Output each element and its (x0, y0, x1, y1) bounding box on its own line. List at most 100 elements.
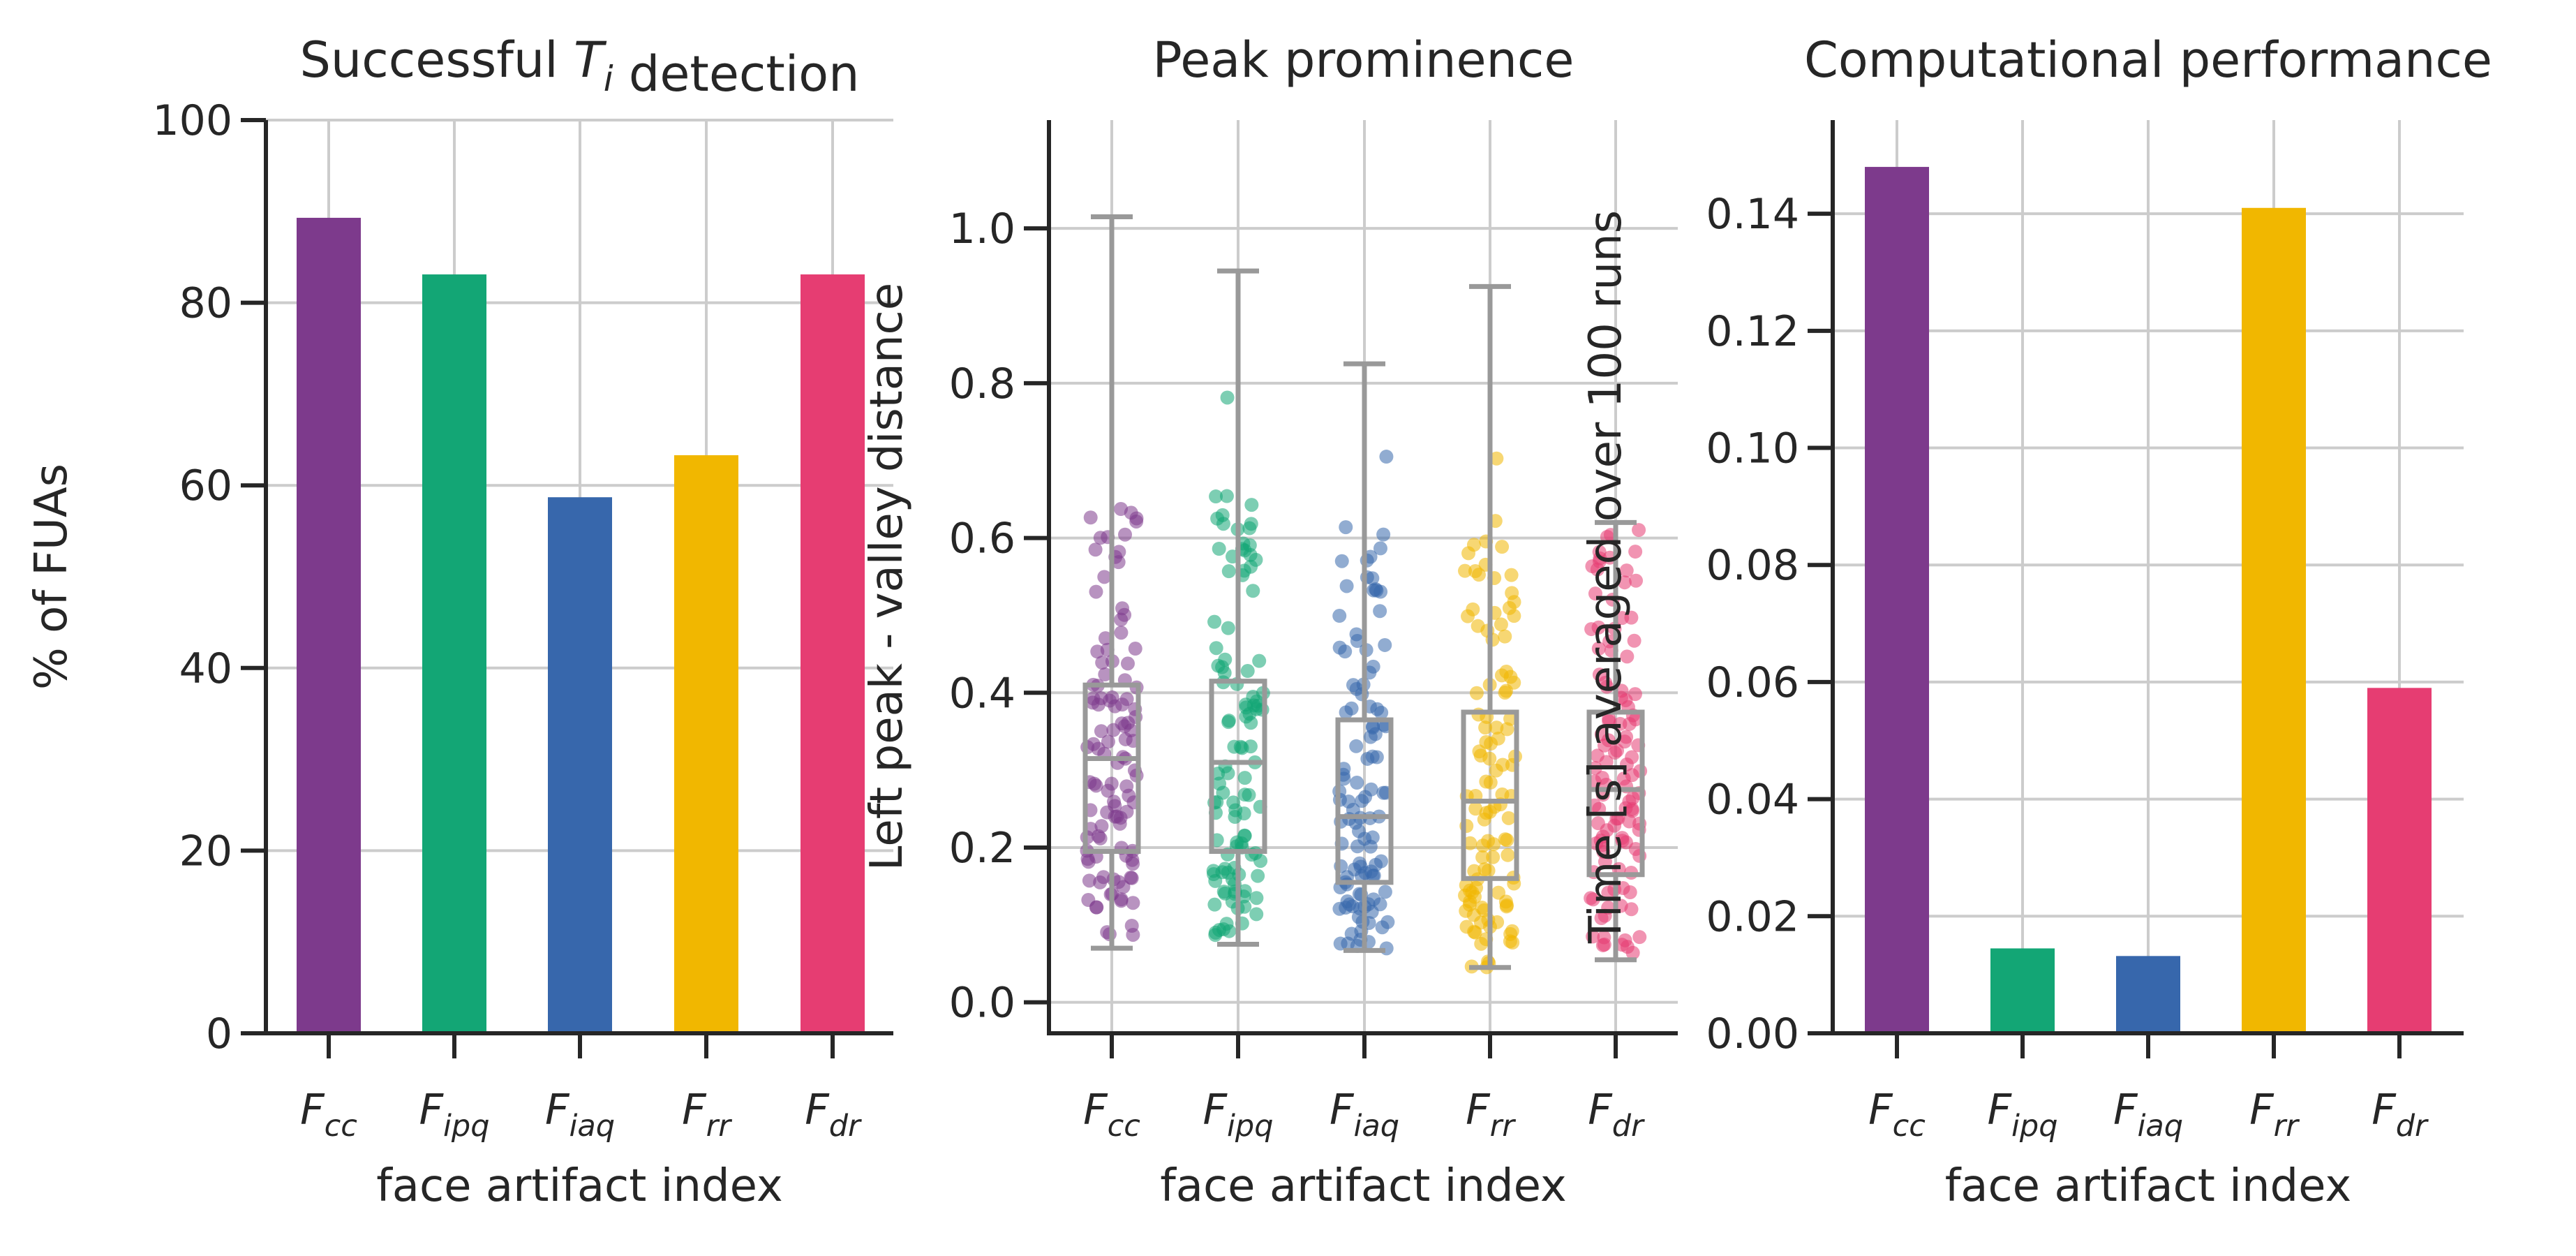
y-tick-label: 80 (179, 279, 232, 328)
strip-point (1588, 586, 1602, 601)
strip-point (1237, 563, 1251, 578)
strip-point (1458, 563, 1473, 578)
strip-point (1349, 627, 1364, 642)
strip-point (1216, 885, 1231, 899)
strip-point (1365, 571, 1380, 586)
strip-point (1346, 899, 1360, 914)
strip-point (1499, 664, 1514, 679)
x-tick-label: Fipq (419, 1086, 489, 1144)
x-tick-label: Frr (1466, 1086, 1516, 1144)
bar-f-iaq (2116, 956, 2180, 1033)
strip-point (1083, 510, 1098, 525)
strip-point (1339, 520, 1353, 535)
strip-point (1479, 806, 1494, 820)
strip-point (1237, 771, 1252, 785)
strip-point (1346, 678, 1360, 693)
y-tick-label: 0.14 (1706, 190, 1799, 239)
strip-point (1210, 511, 1225, 526)
strip-point (1090, 644, 1105, 659)
y-tick-label: 0.0 (949, 979, 1015, 1028)
strip-point (1462, 897, 1477, 912)
bar-f-rr (674, 455, 738, 1033)
strip-point (1379, 450, 1394, 464)
strip-point (1339, 579, 1354, 593)
strip-point (1484, 737, 1498, 751)
strip-point (1240, 664, 1255, 679)
strip-point (1239, 697, 1253, 712)
strip-point (1366, 869, 1380, 883)
strip-point (1124, 918, 1139, 933)
chart-title: Computational performance (1804, 31, 2492, 89)
x-tick-label: Fcc (300, 1086, 357, 1144)
strip-point (1611, 811, 1625, 826)
x-tick-label: Frr (682, 1086, 732, 1144)
x-tick-label: Fiaq (1330, 1086, 1399, 1144)
detection-panel: 0 20 40 60 80 100 Fcc Fipq Fiaq Frr Fdr Successful … (26, 31, 893, 1212)
strip-point (1118, 732, 1133, 746)
strip-point (1380, 915, 1395, 929)
strip-point (1226, 795, 1241, 810)
strip-point (1459, 878, 1473, 892)
strip-point (1591, 816, 1605, 831)
strip-point (1234, 836, 1249, 850)
y-tick-label: 60 (179, 461, 232, 510)
strip-point (1098, 667, 1112, 681)
chart-title: Successful Ti detection (299, 31, 859, 103)
strip-point (1124, 871, 1139, 885)
strip-point (1601, 733, 1616, 748)
strip-point (1507, 595, 1521, 609)
strip-point (1091, 829, 1105, 843)
x-axis-label: face artifact index (1945, 1160, 2352, 1212)
y-tick-label: 0.12 (1706, 307, 1799, 356)
strip-point (1474, 936, 1489, 951)
strip-point (1588, 761, 1602, 776)
strip-point (1629, 573, 1644, 588)
box-f-rr (1461, 709, 1519, 881)
strip-point (1601, 901, 1616, 915)
y-axis-label: Time [s] averaged over 100 runs (1580, 210, 1632, 944)
strip-point (1475, 838, 1490, 853)
strip-point (1619, 563, 1634, 578)
strip-point (1334, 554, 1349, 568)
strip-point (1252, 653, 1267, 668)
y-tick-label: 0.04 (1706, 776, 1799, 825)
strip-point (1601, 885, 1616, 900)
strip-point (1244, 517, 1258, 531)
strip-point (1249, 907, 1264, 922)
strip-point (1622, 794, 1637, 808)
y-tick-label: 0.06 (1706, 658, 1799, 707)
strip-point (1219, 917, 1234, 931)
strip-point (1504, 568, 1519, 582)
y-tick-label: 0.2 (949, 824, 1015, 873)
bar-f-dr (801, 274, 865, 1033)
strip-point (1483, 775, 1498, 790)
strip-point (1618, 693, 1633, 707)
strip-point (1468, 925, 1482, 940)
strip-point (1628, 712, 1643, 727)
strip-point (1101, 734, 1115, 749)
strip-point (1219, 489, 1234, 503)
y-tick-label: 100 (152, 96, 232, 145)
strip-point (1237, 899, 1252, 914)
strip-point (1489, 721, 1504, 735)
bar-f-dr (2367, 688, 2432, 1033)
strip-point (1595, 938, 1610, 952)
strip-point (1357, 832, 1372, 846)
x-tick-label: Fiaq (2113, 1086, 2183, 1144)
strip-point (1095, 656, 1110, 670)
strip-point (1244, 716, 1258, 730)
box-f-dr (1586, 709, 1645, 878)
strip-point (1632, 523, 1646, 538)
strip-point (1618, 835, 1633, 850)
x-axis-label: face artifact index (376, 1160, 783, 1212)
strip-point (1089, 778, 1103, 793)
strip-point (1374, 705, 1389, 720)
strip-point (1489, 451, 1504, 466)
strip-point (1617, 575, 1632, 590)
strip-point (1378, 637, 1392, 652)
performance-panel: 0.00 0.02 0.04 0.06 0.08 0.10 0.12 0.14 Fcc Fipq F… (1580, 31, 2492, 1212)
strip-point (1623, 885, 1637, 900)
strip-point (1206, 864, 1221, 878)
strip-point (1475, 850, 1490, 864)
